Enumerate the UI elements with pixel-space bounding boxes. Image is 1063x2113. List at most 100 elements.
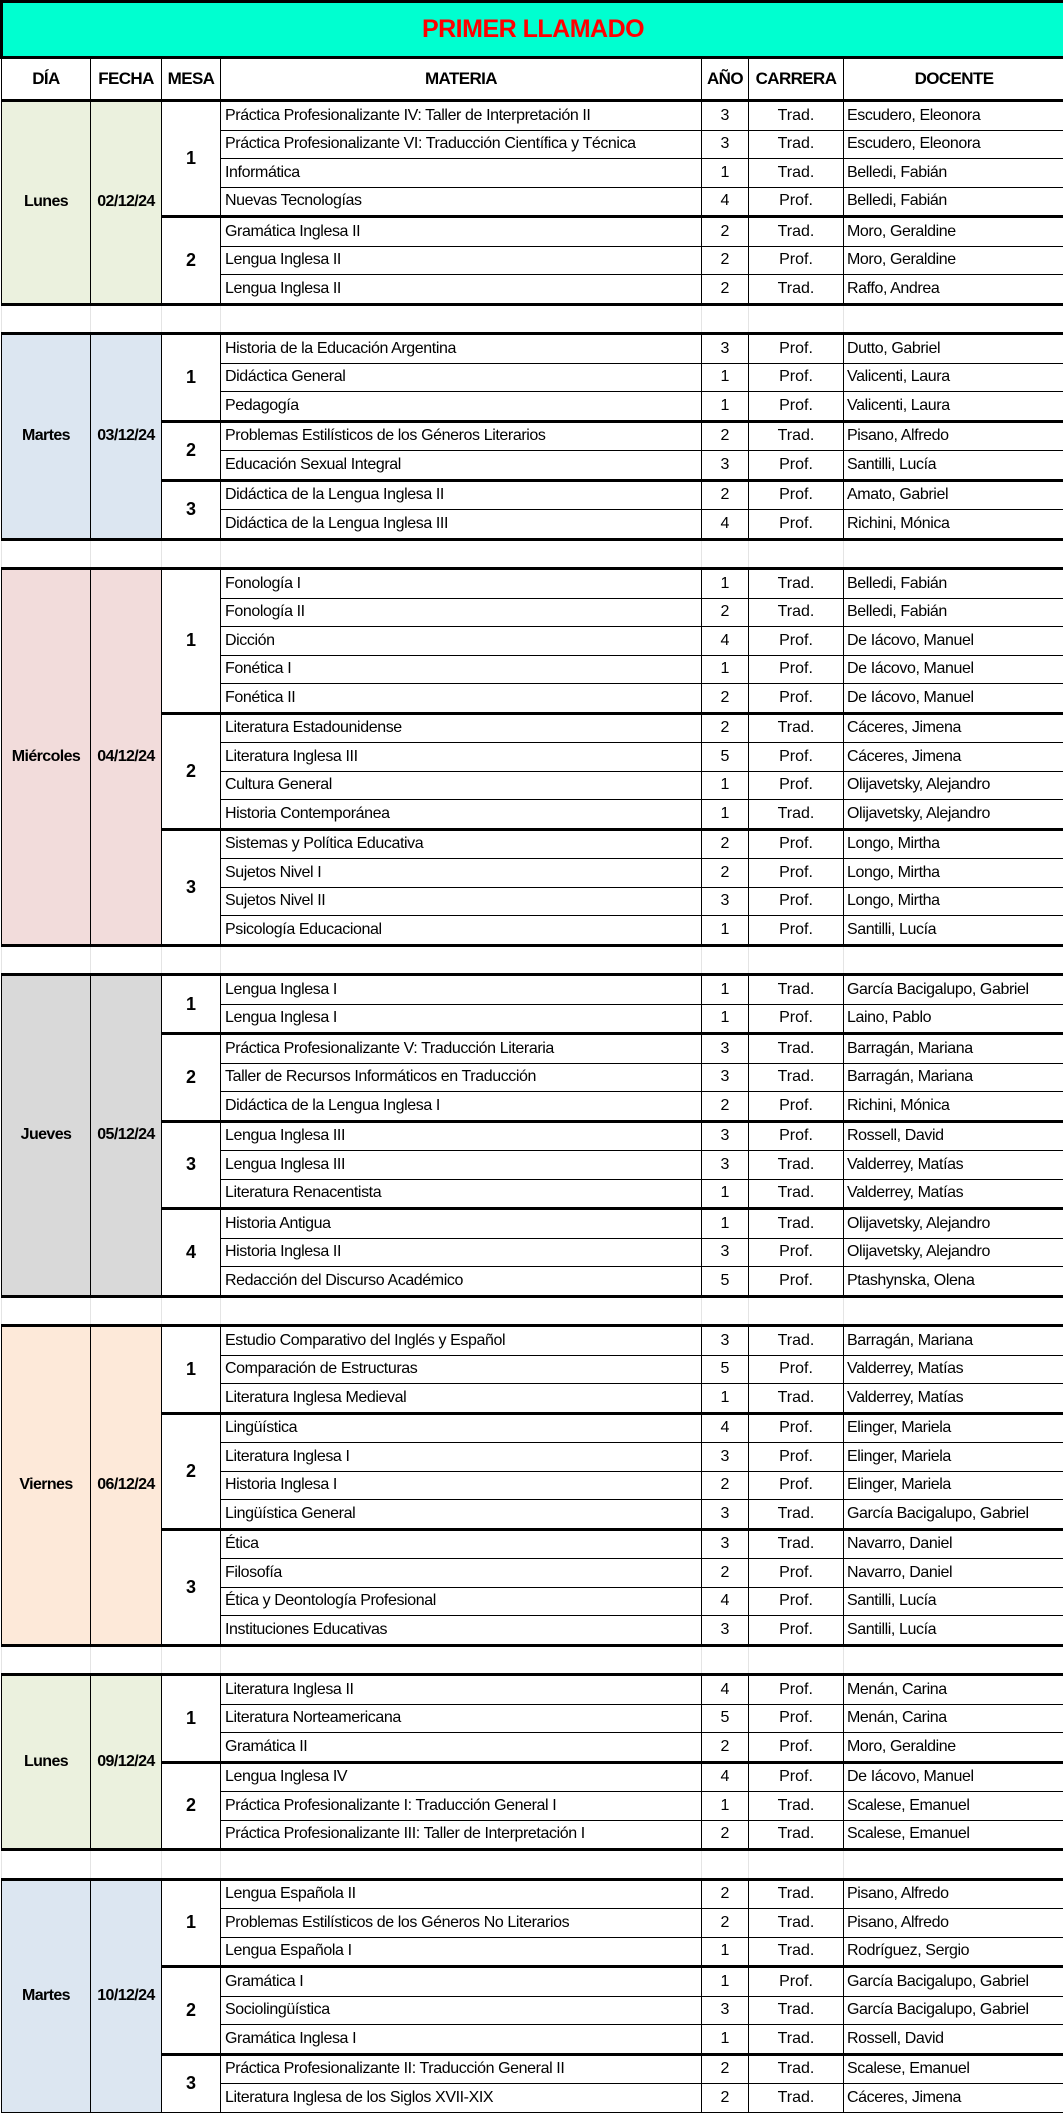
anio-cell: 3 xyxy=(702,1151,749,1180)
spacer-cell xyxy=(702,1645,749,1675)
carrera-cell: Trad. xyxy=(749,1151,844,1180)
materia-cell: Historia Contemporánea xyxy=(221,800,702,830)
mesa-cell: 2 xyxy=(162,217,221,305)
carrera-cell: Trad. xyxy=(749,713,844,743)
spacer-cell xyxy=(749,945,844,975)
materia-cell: Historia Inglesa I xyxy=(221,1471,702,1500)
docente-cell: Dutto, Gabriel xyxy=(844,334,1063,364)
materia-cell: Didáctica de la Lengua Inglesa III xyxy=(221,510,702,540)
carrera-cell: Trad. xyxy=(749,2025,844,2055)
spacer-cell xyxy=(702,945,749,975)
mesa-cell: 3 xyxy=(162,480,221,539)
anio-cell: 5 xyxy=(702,1704,749,1733)
spacer-row xyxy=(2,1850,1063,1880)
materia-cell: Lengua Inglesa II xyxy=(221,275,702,305)
carrera-cell: Trad. xyxy=(749,1996,844,2025)
docente-cell: Barragán, Mariana xyxy=(844,1326,1063,1356)
date-cell: 06/12/24 xyxy=(91,1326,162,1646)
spacer-cell xyxy=(844,304,1063,334)
header-carrera: CARRERA xyxy=(749,58,844,101)
carrera-cell: Prof. xyxy=(749,1121,844,1151)
spacer-cell xyxy=(2,1645,91,1675)
docente-cell: Scalese, Emanuel xyxy=(844,1820,1063,1850)
docente-cell: Elinger, Mariela xyxy=(844,1413,1063,1443)
docente-cell: Scalese, Emanuel xyxy=(844,2054,1063,2084)
anio-cell: 4 xyxy=(702,1762,749,1792)
anio-cell: 2 xyxy=(702,1820,749,1850)
spacer-cell xyxy=(2,945,91,975)
materia-cell: Práctica Profesionalizante IV: Taller de… xyxy=(221,101,702,131)
mesa-cell: 3 xyxy=(162,829,221,945)
docente-cell: Longo, Mirtha xyxy=(844,829,1063,859)
docente-cell: Richini, Mónica xyxy=(844,510,1063,540)
docente-cell: Amato, Gabriel xyxy=(844,480,1063,510)
anio-cell: 4 xyxy=(702,1413,749,1443)
carrera-cell: Prof. xyxy=(749,451,844,481)
docente-cell: Rodríguez, Sergio xyxy=(844,1937,1063,1967)
anio-cell: 1 xyxy=(702,916,749,946)
docente-cell: Barragán, Mariana xyxy=(844,1034,1063,1064)
carrera-cell: Trad. xyxy=(749,217,844,247)
header-dia: DÍA xyxy=(2,58,91,101)
docente-cell: Olijavetsky, Alejandro xyxy=(844,1238,1063,1267)
materia-cell: Comparación de Estructuras xyxy=(221,1355,702,1384)
docente-cell: Valderrey, Matías xyxy=(844,1384,1063,1414)
docente-cell: Moro, Geraldine xyxy=(844,217,1063,247)
carrera-cell: Trad. xyxy=(749,1179,844,1209)
carrera-cell: Prof. xyxy=(749,1443,844,1472)
docente-cell: Olijavetsky, Alejandro xyxy=(844,771,1063,800)
carrera-cell: Trad. xyxy=(749,1209,844,1239)
docente-cell: Moro, Geraldine xyxy=(844,246,1063,275)
anio-cell: 3 xyxy=(702,1500,749,1530)
anio-cell: 2 xyxy=(702,713,749,743)
anio-cell: 3 xyxy=(702,1034,749,1064)
spacer-cell xyxy=(749,1850,844,1880)
anio-cell: 3 xyxy=(702,451,749,481)
materia-cell: Historia de la Educación Argentina xyxy=(221,334,702,364)
docente-cell: Escudero, Eleonora xyxy=(844,130,1063,159)
anio-cell: 1 xyxy=(702,363,749,392)
carrera-cell: Prof. xyxy=(749,1762,844,1792)
day-cell: Lunes xyxy=(2,101,91,305)
materia-cell: Literatura Inglesa II xyxy=(221,1675,702,1705)
carrera-cell: Prof. xyxy=(749,627,844,656)
date-cell: 04/12/24 xyxy=(91,569,162,946)
materia-cell: Dicción xyxy=(221,627,702,656)
materia-cell: Literatura Estadounidense xyxy=(221,713,702,743)
date-cell: 02/12/24 xyxy=(91,101,162,305)
docente-cell: García Bacigalupo, Gabriel xyxy=(844,975,1063,1005)
spacer-cell xyxy=(91,1850,162,1880)
docente-cell: Cáceres, Jimena xyxy=(844,713,1063,743)
carrera-cell: Prof. xyxy=(749,1559,844,1588)
materia-cell: Sujetos Nivel I xyxy=(221,859,702,888)
materia-cell: Lengua Española I xyxy=(221,1937,702,1967)
spacer-row xyxy=(2,539,1063,569)
spacer-cell xyxy=(91,1645,162,1675)
carrera-cell: Prof. xyxy=(749,829,844,859)
header-fecha: FECHA xyxy=(91,58,162,101)
mesa-cell: 3 xyxy=(162,1529,221,1645)
spacer-cell xyxy=(749,539,844,569)
date-cell: 10/12/24 xyxy=(91,1879,162,2112)
materia-cell: Literatura Inglesa Medieval xyxy=(221,1384,702,1414)
header-docente: DOCENTE xyxy=(844,58,1063,101)
mesa-cell: 1 xyxy=(162,101,221,217)
anio-cell: 4 xyxy=(702,627,749,656)
carrera-cell: Trad. xyxy=(749,1879,844,1909)
anio-cell: 4 xyxy=(702,1675,749,1705)
anio-cell: 2 xyxy=(702,598,749,627)
docente-cell: Pisano, Alfredo xyxy=(844,1909,1063,1938)
anio-cell: 3 xyxy=(702,1443,749,1472)
docente-cell: Longo, Mirtha xyxy=(844,859,1063,888)
docente-cell: Scalese, Emanuel xyxy=(844,1792,1063,1821)
materia-cell: Filosofía xyxy=(221,1559,702,1588)
header-mesa: MESA xyxy=(162,58,221,101)
spacer-row xyxy=(2,304,1063,334)
date-cell: 09/12/24 xyxy=(91,1675,162,1850)
materia-cell: Lingüística General xyxy=(221,1500,702,1530)
